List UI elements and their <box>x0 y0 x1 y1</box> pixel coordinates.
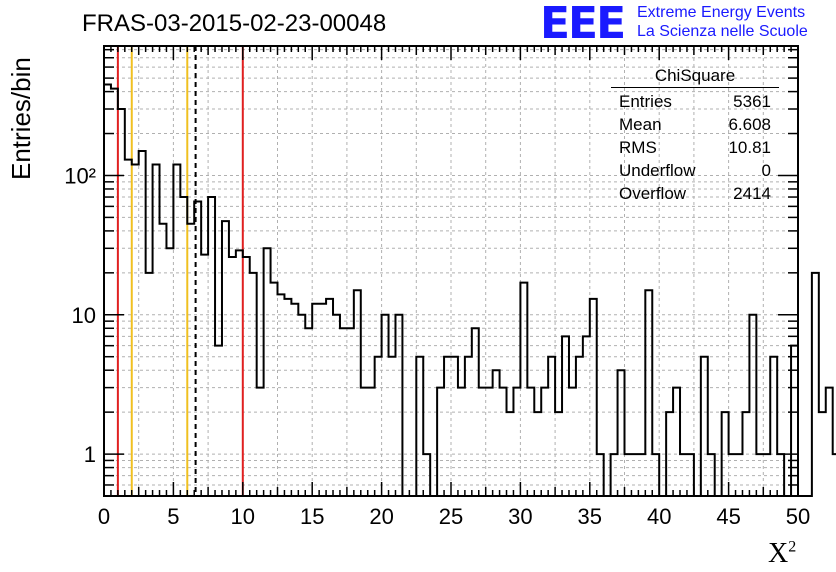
stats-value: 10.81 <box>728 138 771 157</box>
stats-value: 0 <box>761 161 771 180</box>
x-axis-label: X2 <box>768 538 796 570</box>
x-tick-label: 35 <box>578 504 602 529</box>
reference-lines <box>116 46 244 496</box>
stats-value: 6.608 <box>728 115 771 134</box>
stats-title: ChiSquare <box>611 66 779 88</box>
stats-label: Mean <box>619 115 662 134</box>
stats-label: RMS <box>619 138 657 157</box>
axis-ticks <box>103 46 799 497</box>
x-tick-labels: 0 5 10 15 20 25 30 35 40 45 50 <box>98 504 810 529</box>
stats-row: RMS 10.81 <box>611 136 779 159</box>
y-axis-label: Entries/bin <box>6 57 36 180</box>
x-tick-label: 10 <box>231 504 255 529</box>
y-tick-labels: 1 10 10² <box>64 163 96 467</box>
stats-value: 5361 <box>733 92 771 111</box>
x-tick-label: 25 <box>439 504 463 529</box>
grid-lines <box>103 46 799 497</box>
stats-row: Underflow 0 <box>611 159 779 182</box>
x-axis-label-text: X <box>768 538 789 569</box>
y-tick-label: 1 <box>84 442 96 467</box>
eee-logo: EEE <box>540 0 626 49</box>
x-axis-label-sup: 2 <box>788 538 797 556</box>
x-tick-label: 20 <box>369 504 393 529</box>
x-tick-label: 5 <box>167 504 179 529</box>
y-tick-label: 10 <box>72 303 96 328</box>
stats-label: Entries <box>619 92 672 111</box>
stats-label: Underflow <box>619 161 696 180</box>
stats-row: Mean 6.608 <box>611 113 779 136</box>
logo-line-1: Extreme Energy Events <box>637 4 806 21</box>
x-tick-label: 15 <box>300 504 324 529</box>
y-tick-label: 10² <box>64 163 96 188</box>
x-tick-label: 40 <box>647 504 671 529</box>
chart-title: FRAS-03-2015-02-23-00048 <box>82 10 387 37</box>
logo-line-2: La Scienza nelle Scuole <box>637 23 808 40</box>
stats-row: Entries 5361 <box>611 90 779 113</box>
stats-box: ChiSquare Entries 5361 Mean 6.608 RMS 10.81… <box>611 66 779 205</box>
stats-label: Overflow <box>619 184 687 203</box>
histogram-line <box>104 83 836 497</box>
x-tick-label: 45 <box>716 504 740 529</box>
x-tick-label: 30 <box>508 504 532 529</box>
stats-value: 2414 <box>733 184 771 203</box>
x-tick-label: 50 <box>786 504 810 529</box>
x-tick-label: 0 <box>98 504 110 529</box>
stats-row: Overflow 2414 <box>611 182 779 205</box>
